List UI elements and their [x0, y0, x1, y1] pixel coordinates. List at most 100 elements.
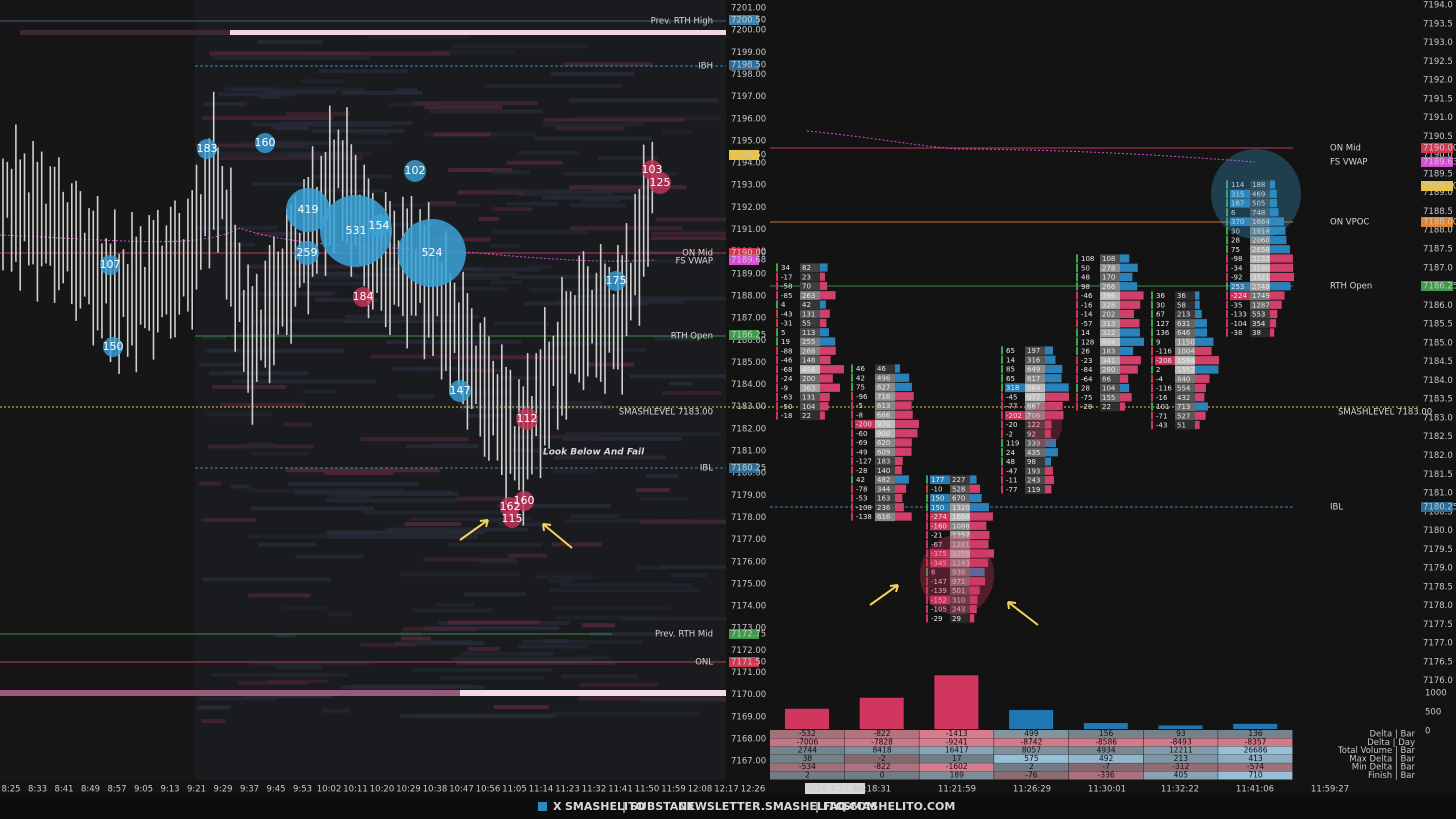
delta-value: -2: [1006, 430, 1013, 438]
time-label: 9:13: [160, 785, 179, 795]
heatmap-band: [257, 40, 323, 45]
summary-label: Delta | Bar: [1370, 730, 1416, 740]
summary-cell: [1143, 730, 1218, 738]
heatmap-band: [449, 286, 507, 291]
volume-value: 609: [877, 448, 890, 456]
summary-cell-base: [1143, 738, 1218, 747]
heatmap-band: [391, 367, 478, 372]
volume-bubble: [503, 510, 521, 528]
bubble-label: 107: [100, 258, 121, 271]
volume-bubble: [103, 337, 123, 357]
volume-bubble: [100, 255, 120, 275]
volume-value: 119: [1027, 486, 1040, 494]
profile-bar: [820, 309, 830, 318]
volume-cell: [950, 521, 970, 531]
heatmap-band: [252, 451, 308, 456]
time-label: 12:26: [741, 785, 766, 795]
price-axis-label: 7183.00: [731, 402, 766, 412]
profile-bar: [1270, 254, 1293, 263]
summary-value: 499: [1024, 729, 1039, 738]
profile-bar: [1045, 457, 1052, 466]
summary-value: 4934: [1097, 746, 1116, 755]
volume-cell: [950, 577, 970, 586]
summary-cell-base: [919, 730, 994, 738]
delta-value: -43: [781, 310, 792, 318]
column-edge: [926, 549, 928, 558]
heatmap-band: [511, 448, 548, 453]
volume-value: 1320: [952, 504, 970, 512]
heatmap-band: [323, 471, 394, 476]
summary-value: 2: [1029, 762, 1034, 771]
volume-cell: [950, 493, 970, 503]
profile-bar: [1270, 282, 1291, 291]
profile-bar: [895, 466, 902, 475]
volume-value: 200: [802, 375, 815, 383]
summary-cell-base: [1218, 746, 1293, 755]
volume-value: 627: [877, 384, 890, 392]
summary-cell: [1218, 763, 1293, 772]
price-axis-label: 7178.0: [1423, 601, 1453, 611]
column-edge: [926, 512, 928, 521]
heatmap-band: [232, 379, 376, 384]
volume-cell: [1175, 383, 1195, 393]
profile-bar: [1195, 374, 1210, 383]
delta-cell: [1230, 217, 1250, 227]
profile-bar: [895, 512, 912, 521]
profile-bar: [970, 512, 993, 521]
summary-cell: [844, 771, 919, 780]
volume-value: 1594: [1177, 357, 1195, 365]
delta-value: -50: [781, 403, 792, 411]
delta-value: -28: [856, 467, 867, 475]
column-edge: [776, 392, 778, 402]
level-label: ON Mid: [682, 249, 713, 259]
volume-value: 341: [1102, 357, 1115, 365]
delta-value: -133: [1231, 311, 1247, 319]
price-axis-label: 7197.00: [731, 92, 766, 102]
profile-bar: [1045, 475, 1054, 485]
volume-value: 22: [1102, 403, 1111, 411]
delta-cell: [1005, 411, 1025, 420]
price-axis-label: 7188.0: [1423, 226, 1453, 236]
arrow: [1007, 601, 1039, 626]
volume-cell: [950, 484, 970, 494]
delta-value: -127: [856, 458, 872, 466]
column-edge: [776, 355, 778, 365]
time-label: 11:50: [635, 785, 660, 795]
summary-value: -7828: [871, 737, 893, 746]
delta-value: -43: [1156, 422, 1167, 430]
heatmap-band: [458, 400, 603, 405]
bubble-label: 160: [255, 136, 276, 149]
delta-value: -84: [1081, 366, 1093, 374]
volume-value: 163: [877, 495, 890, 503]
heatmap-band: [250, 506, 374, 511]
heatmap-band: [212, 55, 370, 60]
volume-cell: [800, 402, 820, 411]
heatmap-band: [496, 188, 641, 193]
heatmap-band: [464, 368, 501, 373]
heatmap-band: [395, 88, 418, 93]
heatmap-band: [301, 79, 343, 84]
summary-cell-base: [994, 746, 1069, 755]
volume-value: 1552: [1177, 366, 1195, 374]
heatmap-band: [478, 216, 500, 221]
delta-cell: [1005, 383, 1025, 393]
heatmap-band: [549, 588, 699, 593]
profile-bar: [970, 614, 975, 623]
delta-value: 101: [1156, 403, 1169, 411]
heatmap-band: [496, 503, 612, 508]
volume-value: 131: [802, 310, 815, 318]
profile-bar: [1195, 291, 1200, 300]
volume-cell: [800, 300, 820, 310]
delta-value: 2: [1156, 366, 1160, 374]
summary-value: -7006: [796, 737, 818, 746]
volume-value: 236: [877, 504, 891, 512]
level-label: FS VWAP: [1330, 158, 1368, 168]
summary-cell: [994, 730, 1069, 738]
price-axis-label: 7179.00: [731, 491, 766, 501]
profile-bar: [1195, 337, 1214, 346]
heatmap-band: [550, 190, 613, 195]
volume-cell: [950, 540, 970, 549]
price-axis-label: 7174.00: [731, 602, 766, 612]
heatmap-band: [636, 488, 670, 493]
column-edge: [1151, 328, 1153, 337]
